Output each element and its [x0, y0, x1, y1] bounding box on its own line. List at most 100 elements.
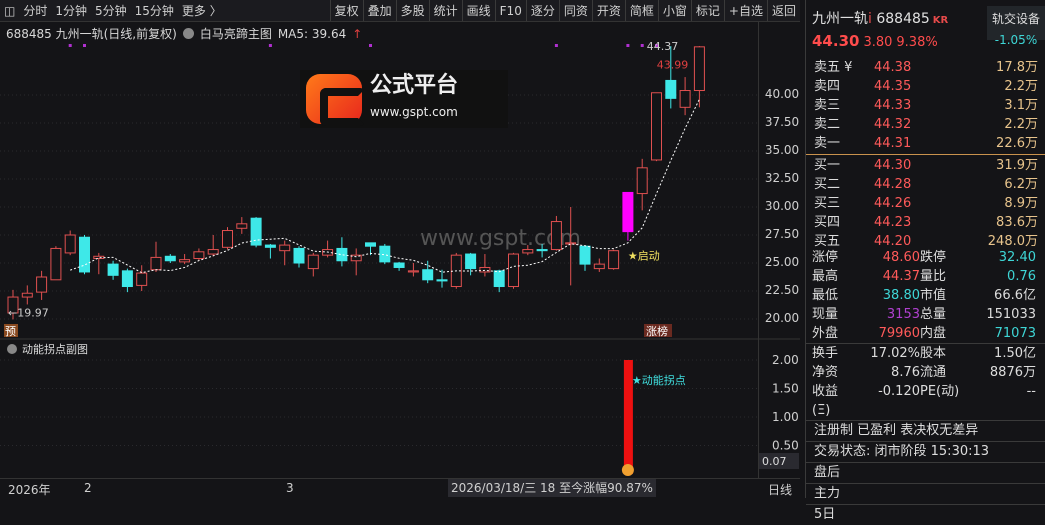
candle	[107, 263, 119, 276]
chart-info: 688485 九州一轨(日线,前复权) 白马亮蹄主图 MA5: 39.64 ↑	[6, 25, 362, 42]
candle	[393, 262, 405, 268]
level-label: 买二	[814, 177, 841, 192]
tab-2[interactable]: 5分钟	[95, 4, 127, 18]
candle	[79, 236, 90, 273]
quote-after: 盘后	[814, 465, 841, 480]
toolbar: ◫ 分时 1分钟 5分钟 15分钟 更多 〉 复权 叠加 多股 统计 画线 F10 逐分 同资 开资 简框…	[0, 0, 800, 22]
toolbar-button-6[interactable]: 逐分	[525, 0, 559, 21]
level-price: 44.20	[874, 234, 912, 249]
level-price: 44.31	[874, 136, 912, 151]
candle	[7, 296, 19, 314]
quote-five: 5日	[814, 507, 836, 522]
level-label: 买五	[814, 234, 841, 249]
level-volume: 8.9万	[1004, 196, 1038, 211]
toolbar-button-10[interactable]: 小窗	[657, 0, 691, 21]
level-volume: 22.6万	[996, 136, 1038, 151]
toolbar-button-3[interactable]: 统计	[428, 0, 462, 21]
axis-divider	[758, 22, 759, 478]
asks-row: 卖五 ¥ 44.38 17.8万	[806, 58, 1045, 77]
stat-value: --	[1026, 384, 1036, 399]
candle	[651, 92, 662, 161]
signal-dot	[655, 44, 658, 47]
toolbar-button-12[interactable]: +自选	[723, 0, 767, 21]
stat-label: 流通	[920, 365, 947, 380]
toolbar-button-1[interactable]: 叠加	[362, 0, 396, 21]
candle	[579, 245, 591, 265]
tab-1[interactable]: 1分钟	[55, 4, 87, 18]
toolbar-button-5[interactable]: F10	[494, 0, 526, 21]
divider	[806, 154, 1045, 155]
sub-title: 动能拐点副图	[22, 342, 88, 356]
candle	[679, 90, 691, 108]
price-tick: 27.50	[764, 227, 800, 241]
bids-row: 买五 44.20 248.0万	[806, 232, 1045, 251]
signal-dot	[68, 44, 72, 47]
toolbar-button-0[interactable]: 复权	[329, 0, 363, 21]
quote-panel: 九州一轨i 688485 KR 轨交设备 -1.05% 44.30 3.80 9.38%…	[805, 0, 1045, 522]
stat-label: 量比	[920, 269, 947, 284]
turn-point-bar	[623, 360, 633, 474]
stat-label: 市值	[920, 288, 947, 303]
indicator-menu-icon[interactable]	[182, 28, 194, 39]
candle	[36, 276, 48, 293]
indicator-name[interactable]: 白马亮蹄主图	[199, 27, 272, 41]
logo-text: 公式平台 www.gspt.com	[370, 73, 459, 119]
candle	[622, 191, 634, 233]
signal-dot	[626, 44, 630, 47]
stat-label: 内盘	[920, 326, 947, 341]
stat-value: 44.37	[882, 269, 920, 284]
period-label[interactable]: 日线	[768, 483, 793, 497]
stat-value: 66.6亿	[994, 288, 1036, 303]
signal-dot	[640, 44, 644, 47]
bids-row: 买三 44.26 8.9万	[806, 194, 1045, 213]
candle	[350, 254, 362, 262]
toolbar-button-13[interactable]: 返回	[766, 0, 800, 21]
candle	[550, 221, 562, 251]
level-label: 卖一	[814, 136, 841, 151]
toolbar-button-4[interactable]: 画线	[461, 0, 495, 21]
stat-value: 8876万	[989, 365, 1036, 380]
level-label: 卖四	[814, 79, 841, 94]
stock-name: 九州一轨i 688485 KR	[812, 11, 949, 27]
candle	[508, 253, 519, 288]
toolbar-button-11[interactable]: 标记	[690, 0, 724, 21]
stat-label: 外盘	[812, 326, 839, 341]
candle	[522, 249, 534, 254]
candle	[207, 249, 219, 255]
candle	[479, 266, 491, 273]
level-label: 卖五 ¥	[814, 60, 853, 75]
level-volume: 17.8万	[996, 60, 1038, 75]
pre-tag: 预	[5, 325, 16, 338]
candle	[93, 255, 105, 260]
price-tick: 30.00	[764, 199, 800, 213]
candle	[436, 279, 448, 282]
signal-arrow-icon	[621, 464, 634, 476]
level-volume: 6.2万	[1004, 177, 1038, 192]
tab-0[interactable]: 分时	[23, 4, 48, 18]
stat-label: 总量	[920, 307, 947, 322]
stat-value: 38.80	[882, 288, 920, 303]
candle	[136, 272, 148, 286]
stat-label: 换手	[812, 346, 839, 361]
stat-label: 最高	[812, 269, 839, 284]
sub-tick: 1.50	[772, 382, 799, 396]
tab-4[interactable]: 更多 〉	[181, 4, 222, 18]
panel-toggle-icon[interactable]: ◫	[4, 3, 16, 18]
asks-row: 卖四 44.35 2.2万	[806, 77, 1045, 96]
toolbar-button-2[interactable]: 多股	[395, 0, 429, 21]
toolbar-button-8[interactable]: 开资	[591, 0, 625, 21]
level-label: 卖三	[814, 98, 841, 113]
turn-point-label: ★动能拐点	[632, 373, 686, 387]
last-price: 44.30 3.80 9.38%	[812, 32, 938, 50]
toolbar-button-7[interactable]: 同资	[558, 0, 592, 21]
stat-value: 48.60	[882, 250, 920, 265]
tab-3[interactable]: 15分钟	[134, 4, 174, 18]
price-tick: 22.50	[764, 283, 800, 297]
sub-menu-icon[interactable]	[7, 344, 17, 354]
signal-dot	[554, 44, 558, 47]
month-2-label: 2	[84, 481, 92, 495]
stat-value: 71073	[994, 326, 1036, 341]
toolbar-button-9[interactable]: 简框	[624, 0, 658, 21]
sector-box[interactable]: 轨交设备 -1.05%	[987, 6, 1045, 47]
